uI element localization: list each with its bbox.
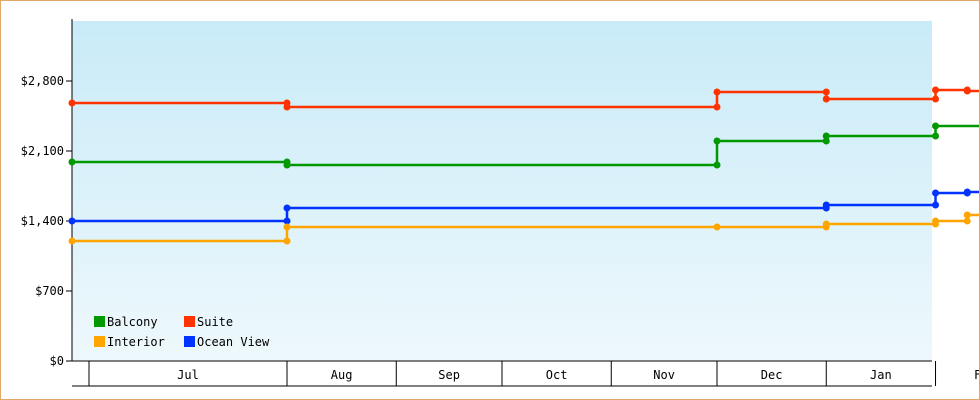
data-point — [932, 201, 940, 209]
data-point — [283, 237, 291, 245]
data-point — [283, 161, 291, 169]
y-tick-label: $2,800 — [21, 74, 64, 88]
x-tick-label: Dec — [761, 368, 783, 382]
axes: $0 $700 $1,400 $2,100 $2,800 Jul Aug Sep Oct Nov D… — [21, 19, 979, 387]
legend-swatch — [184, 336, 195, 347]
data-point — [713, 161, 721, 169]
data-point — [822, 88, 830, 96]
legend-swatch — [94, 316, 105, 327]
x-tick-label: Feb — [974, 368, 979, 382]
y-tick-label: $0 — [50, 354, 64, 368]
x-tick-label: Jul — [177, 368, 199, 382]
data-point — [963, 217, 971, 225]
data-point — [932, 122, 940, 130]
x-tick-label: Jan — [870, 368, 892, 382]
data-point — [932, 95, 940, 103]
data-point — [932, 86, 940, 94]
data-point — [68, 99, 76, 107]
data-point — [713, 103, 721, 111]
x-tick-label: Nov — [653, 368, 675, 382]
legend-label: Suite — [197, 315, 233, 329]
series-ocean-view — [68, 188, 979, 225]
data-point — [713, 137, 721, 145]
legend-swatch — [94, 336, 105, 347]
series-interior — [68, 211, 979, 245]
data-point — [68, 217, 76, 225]
data-point — [283, 223, 291, 231]
data-point — [932, 217, 940, 225]
x-tick-label: Oct — [546, 368, 568, 382]
legend-label: Balcony — [107, 315, 158, 329]
data-point — [283, 204, 291, 212]
data-point — [822, 137, 830, 145]
data-point — [932, 189, 940, 197]
data-point — [932, 132, 940, 140]
data-point — [963, 87, 971, 95]
data-point — [822, 132, 830, 140]
y-tick-label: $2,100 — [21, 144, 64, 158]
data-point — [963, 211, 971, 219]
data-point — [822, 220, 830, 228]
x-tick-label: Sep — [438, 368, 460, 382]
legend: Balcony Suite Interior Ocean View — [94, 315, 270, 349]
series-balcony — [68, 122, 979, 169]
legend-label: Ocean View — [197, 335, 270, 349]
series-suite — [68, 86, 979, 111]
legend-swatch — [184, 316, 195, 327]
data-point — [963, 188, 971, 196]
data-point — [822, 95, 830, 103]
data-point — [283, 103, 291, 111]
x-tick-label: Aug — [331, 368, 353, 382]
legend-label: Interior — [107, 335, 165, 349]
data-point — [822, 201, 830, 209]
y-tick-label: $1,400 — [21, 214, 64, 228]
data-point — [713, 223, 721, 231]
data-point — [283, 217, 291, 225]
data-point — [68, 158, 76, 166]
data-point — [68, 237, 76, 245]
series-layer — [68, 86, 979, 245]
plot-background — [72, 21, 932, 361]
y-tick-label: $700 — [35, 284, 64, 298]
data-point — [713, 88, 721, 96]
